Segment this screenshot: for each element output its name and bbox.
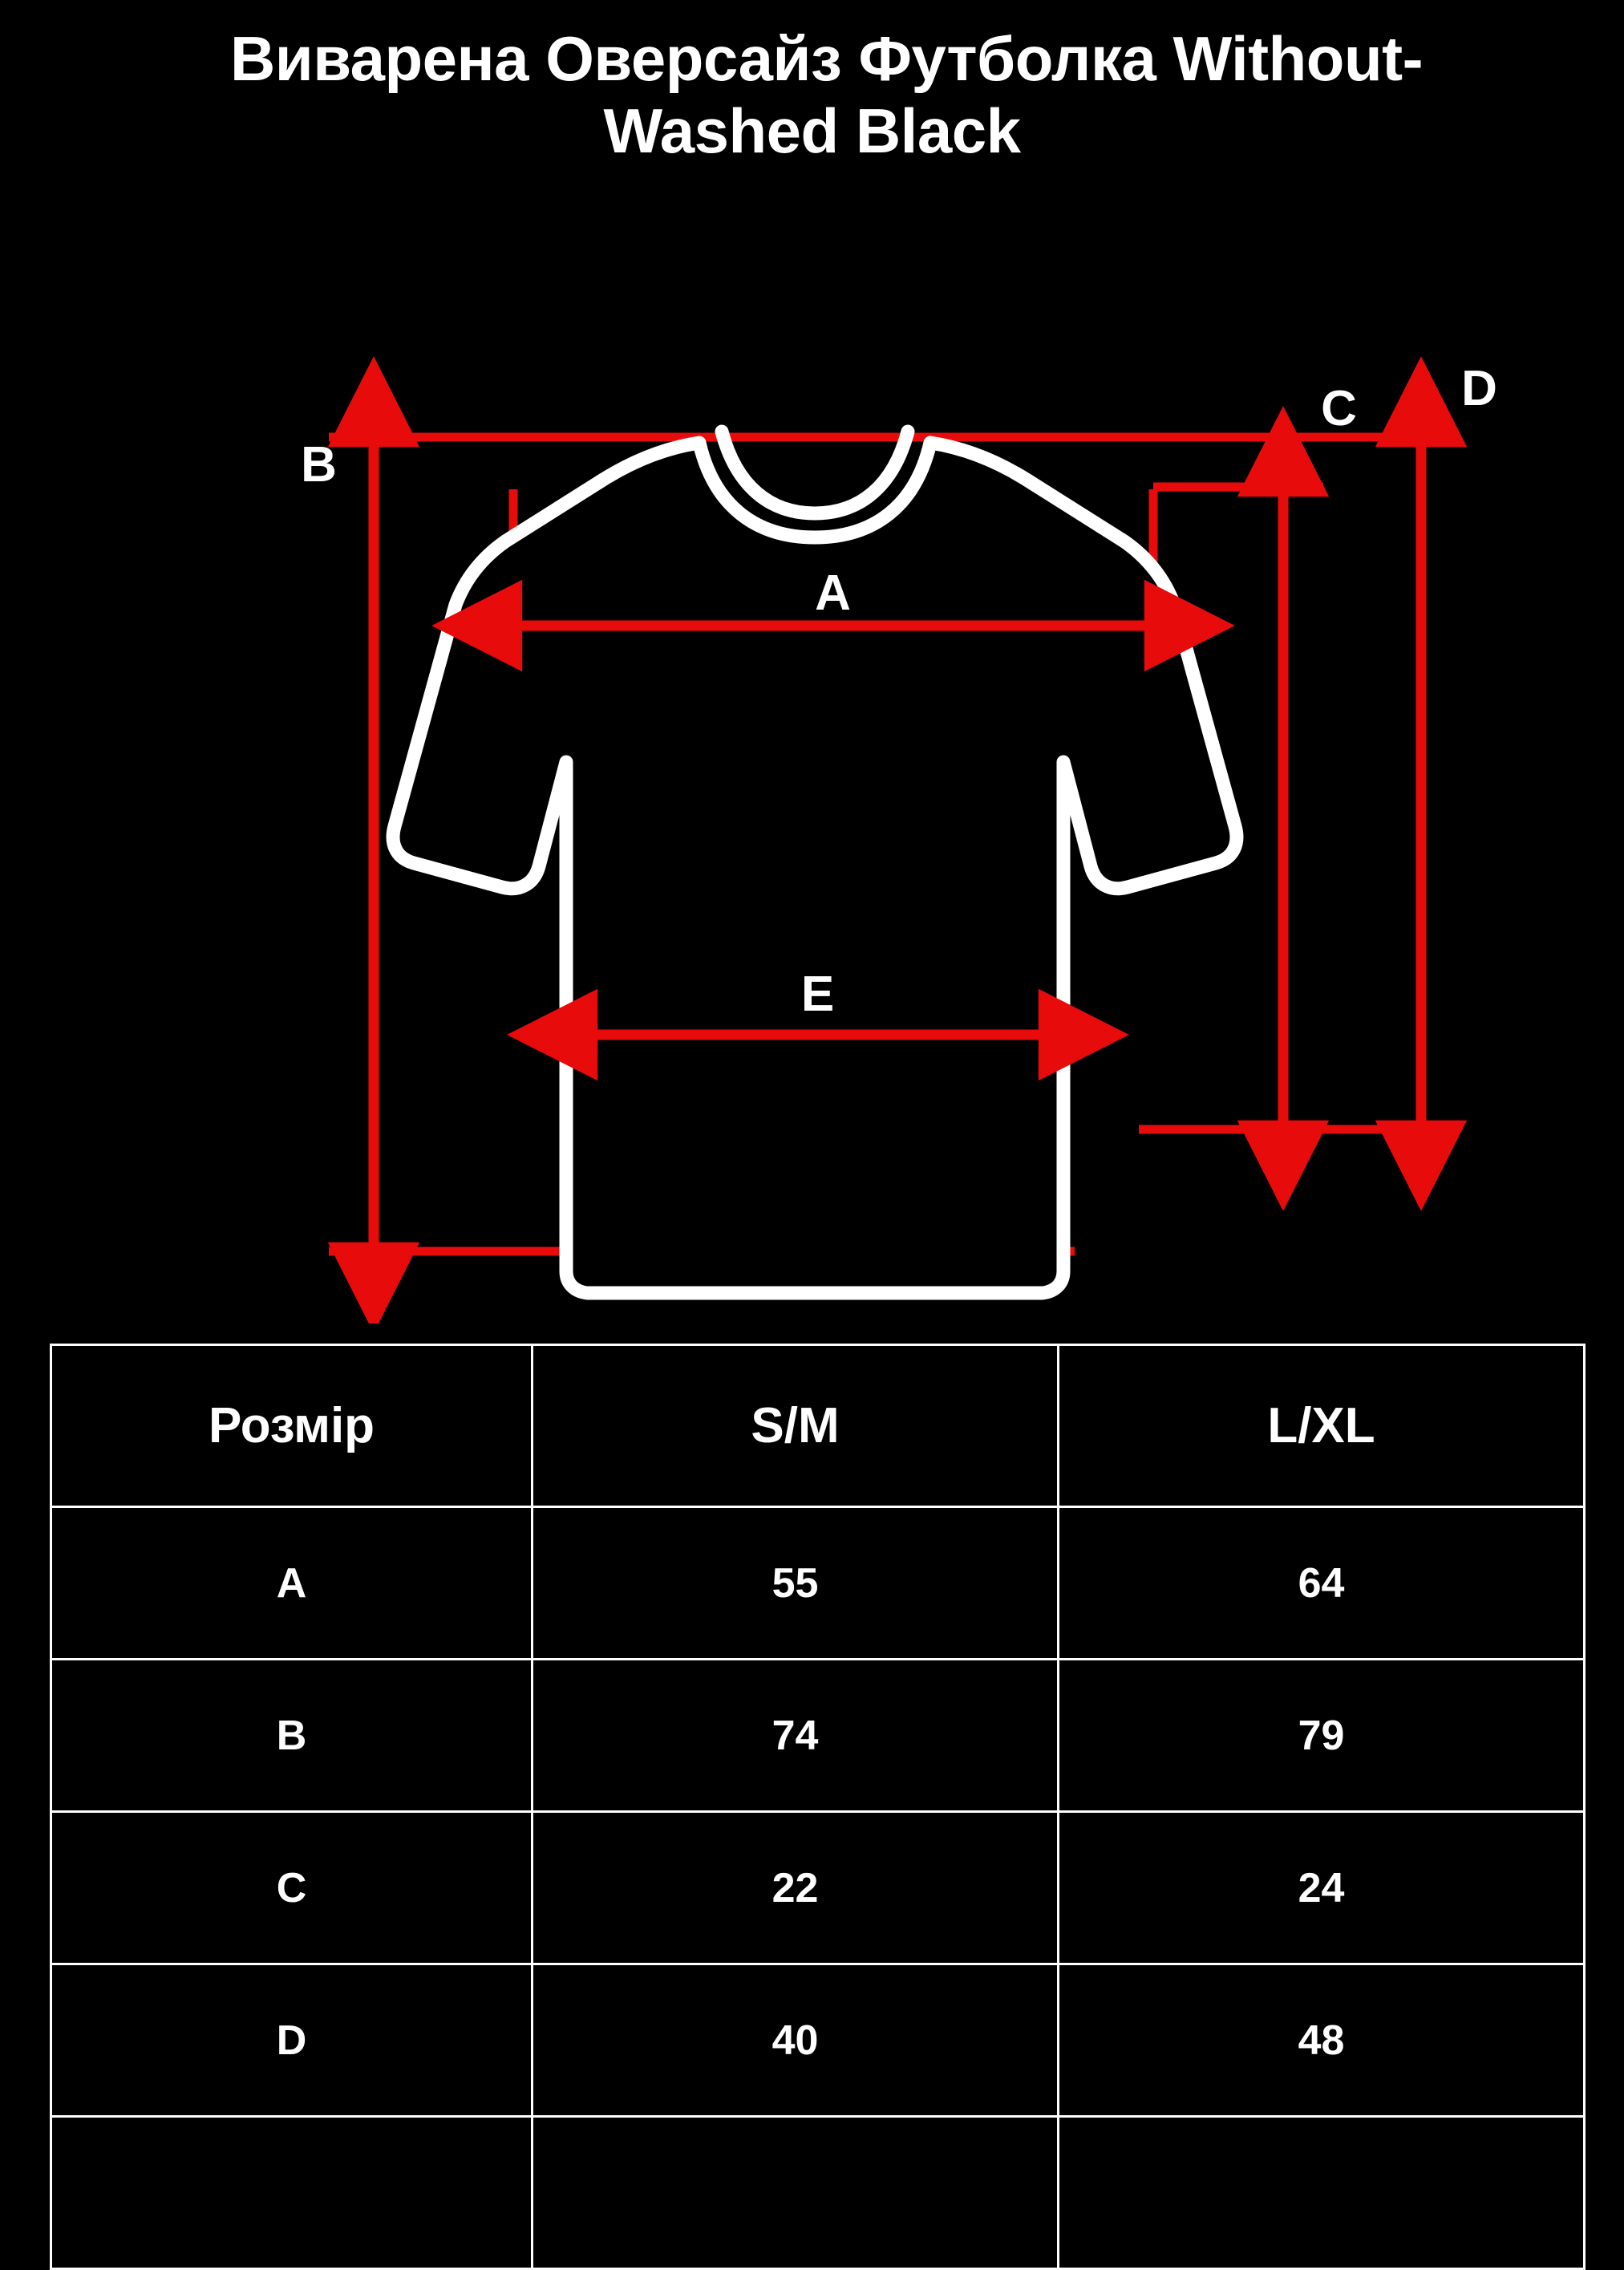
table-cell-label: C [50, 1810, 533, 1965]
table-cell-sm: 74 [531, 1658, 1059, 1813]
t-shirt-collar-path [715, 424, 915, 521]
t-shirt-outline [386, 424, 1244, 1300]
table-cell-lxl: 64 [1057, 1506, 1586, 1660]
dimension-label-c: C [1321, 381, 1358, 436]
dimension-arrow-a: A [431, 565, 1235, 672]
page-title: Виварена Оверсайз Футболка Without- Wash… [0, 22, 1624, 168]
page-title-line-2: Washed Black [603, 95, 1021, 167]
table-header-size: Розмір [50, 1344, 533, 1508]
dimension-label-a: A [815, 565, 852, 621]
dimension-label-e: E [801, 967, 835, 1022]
size-table-container: Розмір S/M L/XL A 55 64 B 74 79 C 22 24 [50, 1344, 1586, 2270]
table-header-sm: S/M [531, 1344, 1059, 1508]
table-cell-sm: 55 [531, 1506, 1059, 1660]
table-cell-label [50, 2115, 533, 2270]
size-table: Розмір S/M L/XL A 55 64 B 74 79 C 22 24 [50, 1344, 1586, 2270]
table-cell-lxl: 79 [1057, 1658, 1586, 1813]
table-row [50, 2115, 1586, 2270]
dimension-arrow-b: B [301, 356, 420, 1323]
table-cell-sm: 40 [531, 1963, 1059, 2118]
table-cell-label: A [50, 1506, 533, 1660]
table-cell-lxl: 48 [1057, 1963, 1586, 2118]
table-row: B 74 79 [50, 1658, 1586, 1813]
table-cell-lxl: 24 [1057, 1810, 1586, 1965]
table-cell-label: D [50, 1963, 533, 2118]
table-cell-label: B [50, 1658, 533, 1813]
table-row: D 40 48 [50, 1963, 1586, 2118]
table-row: C 22 24 [50, 1810, 1586, 1965]
dimension-arrow-e: E [507, 967, 1129, 1081]
table-header-row: Розмір S/M L/XL [50, 1344, 1586, 1508]
dimension-label-d: D [1461, 361, 1498, 416]
table-cell-sm [531, 2115, 1059, 2270]
page-title-line-1: Виварена Оверсайз Футболка Without- [229, 23, 1424, 94]
table-header-lxl: L/XL [1057, 1344, 1586, 1508]
table-row: A 55 64 [50, 1506, 1586, 1660]
table-cell-lxl [1057, 2115, 1586, 2270]
dimension-arrow-c: C [1237, 381, 1358, 1211]
dimension-label-b: B [301, 437, 338, 493]
t-shirt-measurement-diagram: A B C D E [0, 265, 1624, 1323]
table-cell-sm: 22 [531, 1810, 1059, 1965]
dimension-arrow-d: D [1375, 356, 1498, 1211]
